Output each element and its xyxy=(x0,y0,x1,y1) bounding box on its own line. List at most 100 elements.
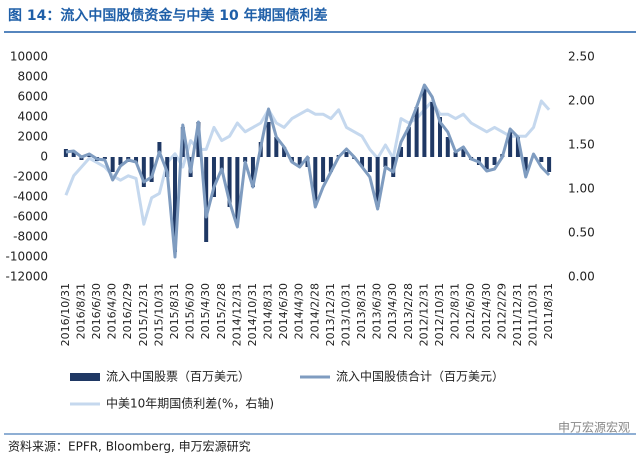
bar xyxy=(235,157,240,222)
x-tick-label: 2016/2/29 xyxy=(121,283,134,339)
y-tick-label: -8000 xyxy=(13,230,48,244)
x-tick-label: 2013/2/28 xyxy=(402,283,415,339)
y-tick-label: -6000 xyxy=(13,210,48,224)
bar xyxy=(321,157,326,182)
x-tick-label: 2013/12/31 xyxy=(324,283,337,346)
line xyxy=(65,83,551,259)
bar xyxy=(297,157,302,165)
y-tick-label: 6000 xyxy=(17,90,48,104)
y-tick-label: -2000 xyxy=(13,170,48,184)
x-tick-label: 2016/4/30 xyxy=(106,283,119,339)
y-tick-label: 2000 xyxy=(17,130,48,144)
bar xyxy=(141,157,146,187)
bar xyxy=(430,102,435,157)
x-tick-label: 2012/4/30 xyxy=(480,283,493,339)
x-tick-label: 2012/8/31 xyxy=(449,283,462,339)
legend-swatch xyxy=(70,373,100,381)
x-tick-label: 2013/6/30 xyxy=(371,283,384,339)
x-tick-label: 2014/8/31 xyxy=(262,283,275,339)
bar xyxy=(328,157,333,172)
line xyxy=(64,99,551,226)
bar xyxy=(422,87,427,157)
bar xyxy=(406,127,411,157)
y2-tick-label: 0.00 xyxy=(568,270,595,284)
x-tick-label: 2016/6/30 xyxy=(90,283,103,339)
bar xyxy=(437,117,442,157)
bar xyxy=(102,157,107,159)
source: 资料来源：EPFR, Bloomberg, 申万宏源研究 xyxy=(8,439,251,454)
bar xyxy=(134,157,139,163)
legend-label: 流入中国股票（百万美元） xyxy=(106,369,250,384)
x-tick-label: 2013/4/30 xyxy=(386,283,399,339)
bar xyxy=(360,157,365,167)
y-tick-label: -12000 xyxy=(5,270,48,284)
bar xyxy=(165,157,170,177)
legend-label: 流入中国股债合计（百万美元） xyxy=(336,369,504,384)
x-tick-label: 2015/2/28 xyxy=(215,283,228,339)
x-tick-label: 2014/6/30 xyxy=(277,283,290,339)
x-tick-label: 2011/8/31 xyxy=(542,283,555,339)
watermark: 申万宏源宏观 xyxy=(558,420,630,435)
bar xyxy=(383,157,388,167)
bar xyxy=(515,137,520,157)
bar xyxy=(63,149,68,157)
legend-label: 中美10年期国债利差(%，右轴) xyxy=(106,396,274,411)
x-tick-label: 2015/10/31 xyxy=(152,283,165,346)
bar xyxy=(250,157,255,187)
x-tick-label: 2012/10/31 xyxy=(433,283,446,346)
chart-title: 图 14：流入中国股债资金与中美 10 年期国债利差 xyxy=(8,7,328,24)
bar xyxy=(227,157,232,207)
bar xyxy=(79,157,84,160)
x-tick-label: 2011/12/31 xyxy=(511,283,524,346)
bar xyxy=(71,152,76,157)
y2-tick-label: 0.50 xyxy=(568,226,595,240)
y2-tick-label: 1.00 xyxy=(568,182,595,196)
x-tick-label: 2014/12/31 xyxy=(230,283,243,346)
bar xyxy=(414,107,419,157)
bar xyxy=(219,157,224,172)
x-tick-label: 2014/4/30 xyxy=(293,283,306,339)
bar xyxy=(399,147,404,157)
bar xyxy=(367,157,372,172)
bar xyxy=(523,157,528,172)
bar xyxy=(118,157,123,165)
bar xyxy=(375,157,380,207)
y2-tick-label: 2.50 xyxy=(568,50,595,64)
x-tick-label: 2012/6/30 xyxy=(464,283,477,339)
x-tick-label: 2015/12/31 xyxy=(137,283,150,346)
y2-tick-label: 2.00 xyxy=(568,94,595,108)
x-tick-label: 2015/4/30 xyxy=(199,283,212,339)
bar xyxy=(484,157,489,169)
y-tick-label: -10000 xyxy=(5,250,48,264)
y-tick-label: 8000 xyxy=(17,70,48,84)
bar xyxy=(344,152,349,157)
y-tick-label: 4000 xyxy=(17,110,48,124)
bar xyxy=(282,147,287,157)
y2-tick-label: 1.50 xyxy=(568,138,595,152)
bar xyxy=(539,157,544,162)
x-tick-label: 2012/12/31 xyxy=(417,283,430,346)
x-tick-label: 2016/10/31 xyxy=(59,283,72,346)
x-tick-label: 2014/10/31 xyxy=(246,283,259,346)
y-tick-label: 10000 xyxy=(10,50,48,64)
x-tick-label: 2013/8/31 xyxy=(355,283,368,339)
x-tick-label: 2012/2/29 xyxy=(495,283,508,339)
bar xyxy=(173,157,178,252)
x-tick-label: 2014/2/28 xyxy=(308,283,321,339)
bar xyxy=(211,157,216,197)
bar xyxy=(508,132,513,157)
bar xyxy=(266,122,271,157)
bar xyxy=(313,157,318,202)
bar xyxy=(149,157,154,182)
x-tick-label: 2015/6/30 xyxy=(184,283,197,339)
y-tick-label: 0 xyxy=(40,150,48,164)
y-tick-label: -4000 xyxy=(13,190,48,204)
bar xyxy=(445,137,450,157)
bar xyxy=(274,137,279,157)
bar xyxy=(492,157,497,165)
x-tick-label: 2013/10/31 xyxy=(339,283,352,346)
x-tick-label: 2011/10/31 xyxy=(527,283,540,346)
bar xyxy=(157,142,162,157)
x-tick-label: 2016/8/31 xyxy=(74,283,87,339)
